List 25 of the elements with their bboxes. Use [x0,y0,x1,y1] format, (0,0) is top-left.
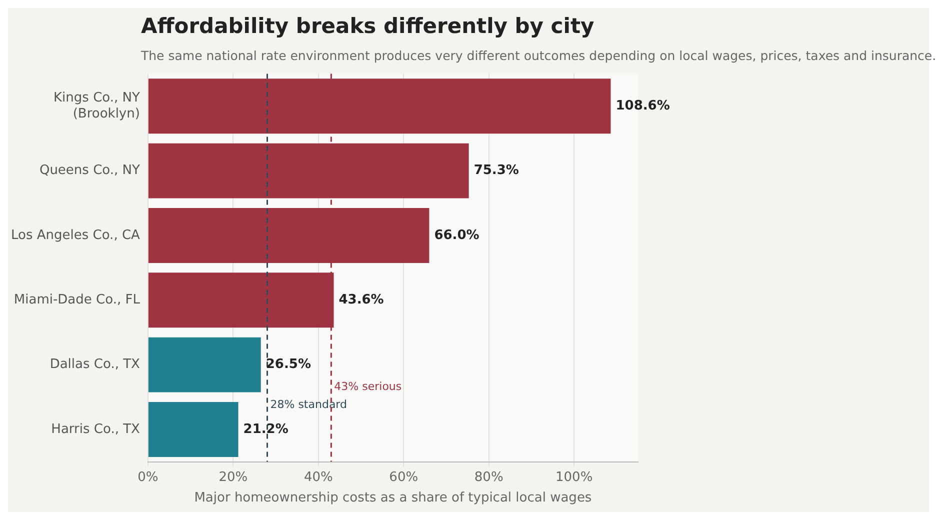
ref-line-label: 43% serious [334,380,402,393]
y-tick-label: Los Angeles Co., CA [10,228,140,243]
y-tick-label: Dallas Co., TX [50,357,140,372]
y-tick-label: Kings Co., NY (Brooklyn) [54,90,140,122]
data-label: 108.6% [616,98,670,114]
y-tick-label: Harris Co., TX [51,422,140,437]
x-tick-label: 20% [218,470,248,485]
chart-subtitle: The same national rate environment produces very different outcomes depending on local wages, prices, taxes and insurance. [140,47,936,63]
data-label: 66.0% [434,228,480,243]
chart-title: Affordability breaks differently by city [140,13,596,38]
x-tick-label: 80% [474,470,504,485]
data-label: 75.3% [474,163,519,178]
data-label: 43.6% [338,292,384,308]
data-label: 21.2% [243,422,288,437]
x-tick-label: 40% [304,470,333,485]
bar [148,337,261,392]
x-tick-label: 0% [138,470,158,485]
x-tick-label: 100% [555,470,593,485]
y-tick-label: Miami-Dade Co., FL [14,292,141,308]
x-axis-title: Major homeownership costs as a share of typical local wages [194,490,592,506]
ref-line-label: 28% standard [270,398,348,411]
x-tick-label: 60% [389,470,418,485]
y-tick-label: Queens Co., NY [39,163,140,178]
bar [148,402,238,457]
data-label: 26.5% [266,357,311,372]
